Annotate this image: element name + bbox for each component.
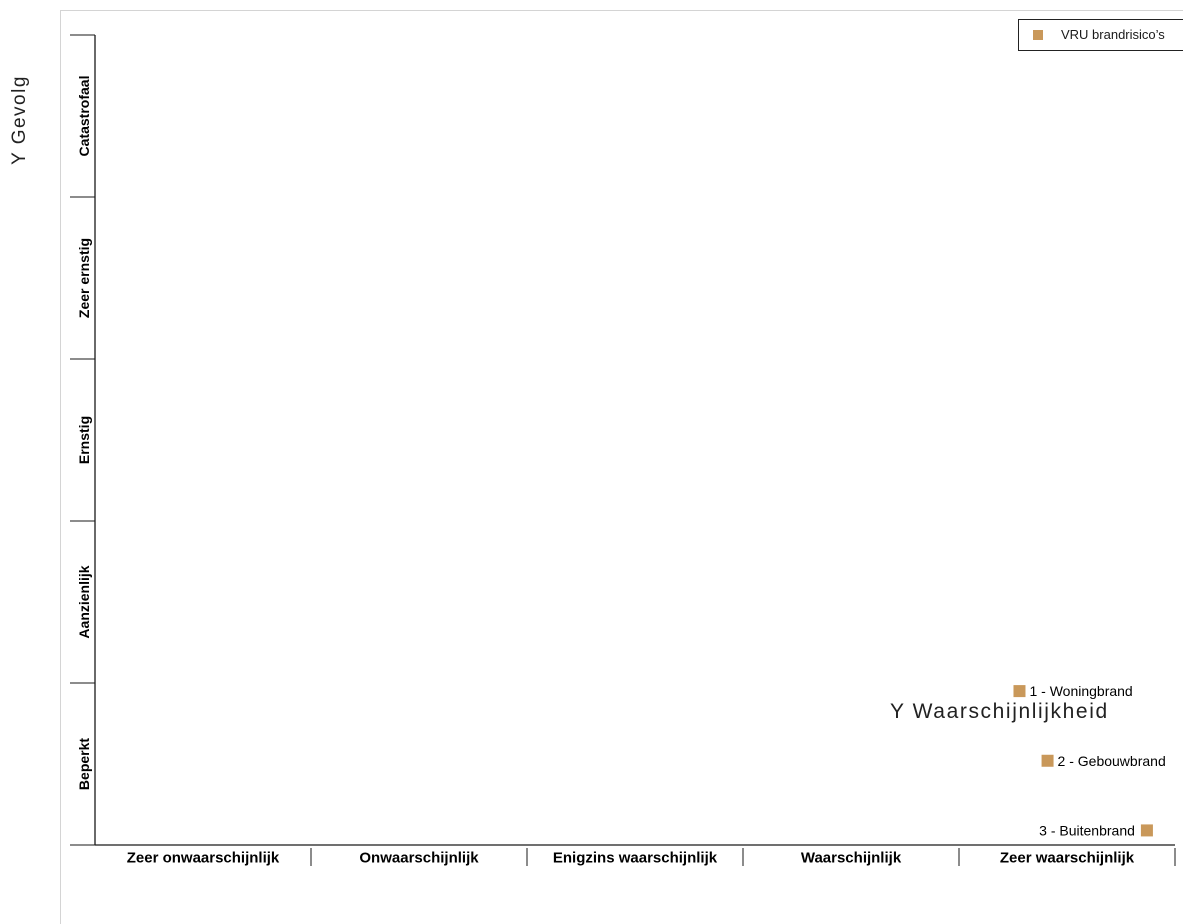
x-category-label: Enigzins waarschijnlijk [553, 850, 718, 867]
y-category-label: Catastrofaal [76, 76, 92, 157]
chart-panel [60, 10, 1183, 924]
y-category-label: Ernstig [76, 416, 92, 464]
data-point-label: 1 - Woningbrand [1029, 683, 1132, 699]
x-axis-title: Y Waarschijnlijkheid [890, 700, 1109, 723]
data-point-label: 2 - Gebouwbrand [1058, 753, 1166, 769]
x-category-label: Zeer onwaarschijnlijk [127, 850, 280, 867]
y-category-label: Beperkt [76, 738, 92, 790]
legend: VRU brandrisico’s [1018, 19, 1183, 51]
y-category-label: Zeer ernstig [76, 238, 92, 318]
x-category-label: Onwaarschijnlijk [359, 850, 479, 867]
x-category-label: Waarschijnlijk [801, 850, 902, 867]
legend-swatch [1033, 30, 1043, 40]
legend-label: VRU brandrisico’s [1061, 27, 1165, 42]
x-category-label: Zeer waarschijnlijk [1000, 850, 1135, 867]
data-point [1013, 685, 1026, 698]
data-point [1140, 824, 1153, 837]
data-point [1041, 754, 1054, 767]
y-category-label: Aanzienlijk [76, 565, 92, 638]
data-point-label: 3 - Buitenbrand [1039, 822, 1135, 838]
